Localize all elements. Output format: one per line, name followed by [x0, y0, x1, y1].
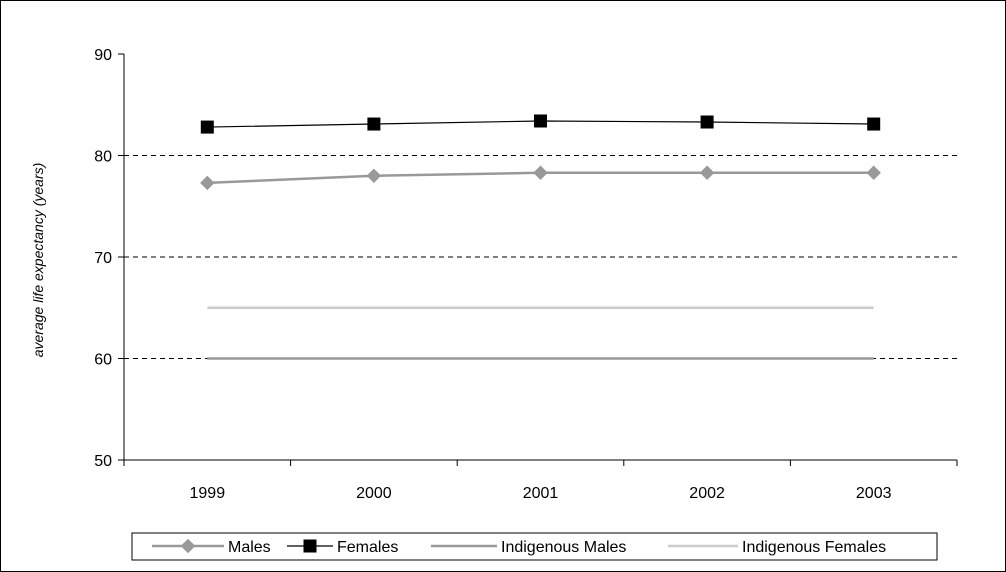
point-males-1999 — [200, 175, 215, 191]
series-markers — [200, 114, 881, 191]
legend-box — [131, 532, 938, 561]
y-tick-label: 70 — [94, 250, 112, 267]
y-tick-label: 60 — [94, 352, 112, 369]
x-tick-label: 2001 — [523, 485, 559, 502]
point-males-2001 — [533, 165, 548, 180]
legend-marker-females — [303, 539, 317, 553]
point-males-2002 — [699, 165, 715, 180]
legend-label-males: Males — [228, 539, 271, 556]
point-females-2002 — [700, 115, 714, 129]
legend-label-indigenous-males: Indigenous Males — [501, 539, 626, 556]
x-tick-label: 2000 — [356, 485, 392, 502]
axes: 50 60 70 80 90 1999 2000 2001 2002 2003 — [94, 47, 958, 502]
point-females-2000 — [367, 117, 381, 131]
point-males-2003 — [866, 165, 881, 180]
y-tick-label: 50 — [94, 453, 112, 470]
point-females-1999 — [200, 120, 214, 134]
legend-marker-males — [180, 538, 196, 554]
x-tick-label: 2002 — [689, 485, 725, 502]
point-females-2003 — [867, 117, 881, 131]
point-females-2001 — [534, 114, 547, 128]
x-tick-label: 2003 — [856, 485, 892, 502]
x-tick-label: 1999 — [190, 485, 226, 502]
y-tick-label: 90 — [94, 47, 112, 64]
legend-label-females: Females — [337, 539, 398, 556]
legend: Males Females Indigenous Males Indigenous F… — [131, 532, 938, 561]
y-axis-title: average life expectancy (years) — [30, 163, 46, 358]
y-tick-label: 80 — [94, 149, 112, 166]
point-males-2000 — [366, 168, 382, 184]
legend-label-indigenous-females: Indigenous Females — [742, 539, 886, 556]
